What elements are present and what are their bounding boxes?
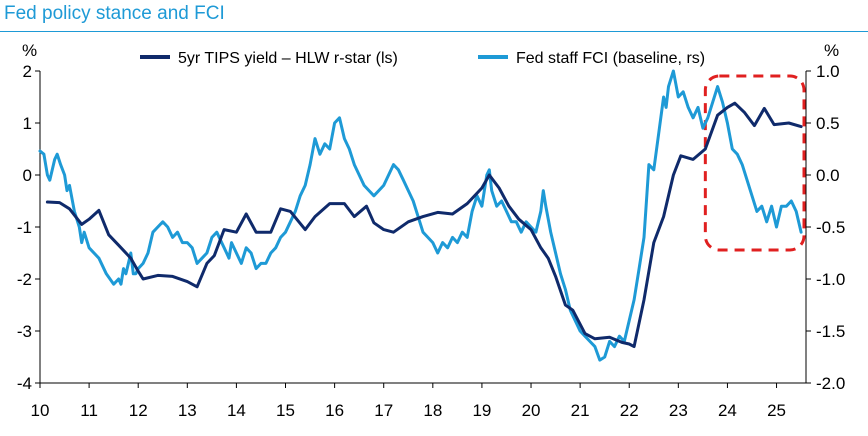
y-right-tick-label: 0.5 — [816, 114, 840, 133]
x-tick-label: 21 — [571, 401, 590, 420]
y-right-tick-label: -2.0 — [816, 374, 845, 393]
title-rule — [0, 31, 868, 32]
y-left-tick-label: -4 — [17, 374, 32, 393]
x-tick-label: 25 — [767, 401, 786, 420]
y-right-tick-label: -1.5 — [816, 322, 845, 341]
y-right-tick-label: -0.5 — [816, 218, 845, 237]
x-tick-label: 23 — [669, 401, 688, 420]
series-line-tips-rstar — [45, 101, 803, 349]
x-tick-label: 20 — [522, 401, 541, 420]
x-tick-label: 10 — [31, 401, 50, 420]
legend-item-tips-rstar-label: 5yr TIPS yield – HLW r-star (ls) — [178, 50, 398, 67]
y-left-tick-label: -2 — [17, 270, 32, 289]
chart-title: Fed policy stance and FCI — [4, 3, 225, 24]
x-tick-label: 17 — [374, 401, 393, 420]
y-right-tick-label: 0.0 — [816, 166, 840, 185]
x-tick-label: 19 — [472, 401, 491, 420]
x-tick-label: 14 — [227, 401, 246, 420]
highlight-box — [703, 74, 806, 252]
y-right-unit: % — [824, 41, 839, 60]
y-left-tick-label: 1 — [23, 114, 32, 133]
series-line-fci — [38, 69, 803, 362]
y-right-tick-label: 1.0 — [816, 62, 840, 81]
y-left-unit: % — [22, 41, 37, 60]
x-tick-label: 24 — [718, 401, 737, 420]
x-tick-label: 16 — [325, 401, 344, 420]
x-tick-label: 18 — [423, 401, 442, 420]
x-tick-label: 11 — [80, 401, 98, 420]
y-left-tick-label: 2 — [23, 62, 32, 81]
y-left-tick-label: -1 — [17, 218, 32, 237]
annotation-box — [703, 74, 806, 252]
x-tick-label: 22 — [620, 401, 639, 420]
y-left-tick-label: 0 — [23, 166, 32, 185]
x-tick-label: 15 — [276, 401, 295, 420]
x-tick-label: 13 — [178, 401, 197, 420]
y-right-tick-label: -1.0 — [816, 270, 845, 289]
legend: 5yr TIPS yield – HLW r-star (ls) Fed staf… — [140, 50, 705, 67]
x-tick-label: 12 — [129, 401, 148, 420]
y-left-tick-label: -3 — [17, 322, 32, 341]
axes: 210-1-2-3-41.00.50.0-0.5-1.0-1.5-2.010 11… — [17, 41, 845, 420]
series-lines — [38, 69, 803, 362]
legend-item-fci-label: Fed staff FCI (baseline, rs) — [516, 50, 705, 67]
